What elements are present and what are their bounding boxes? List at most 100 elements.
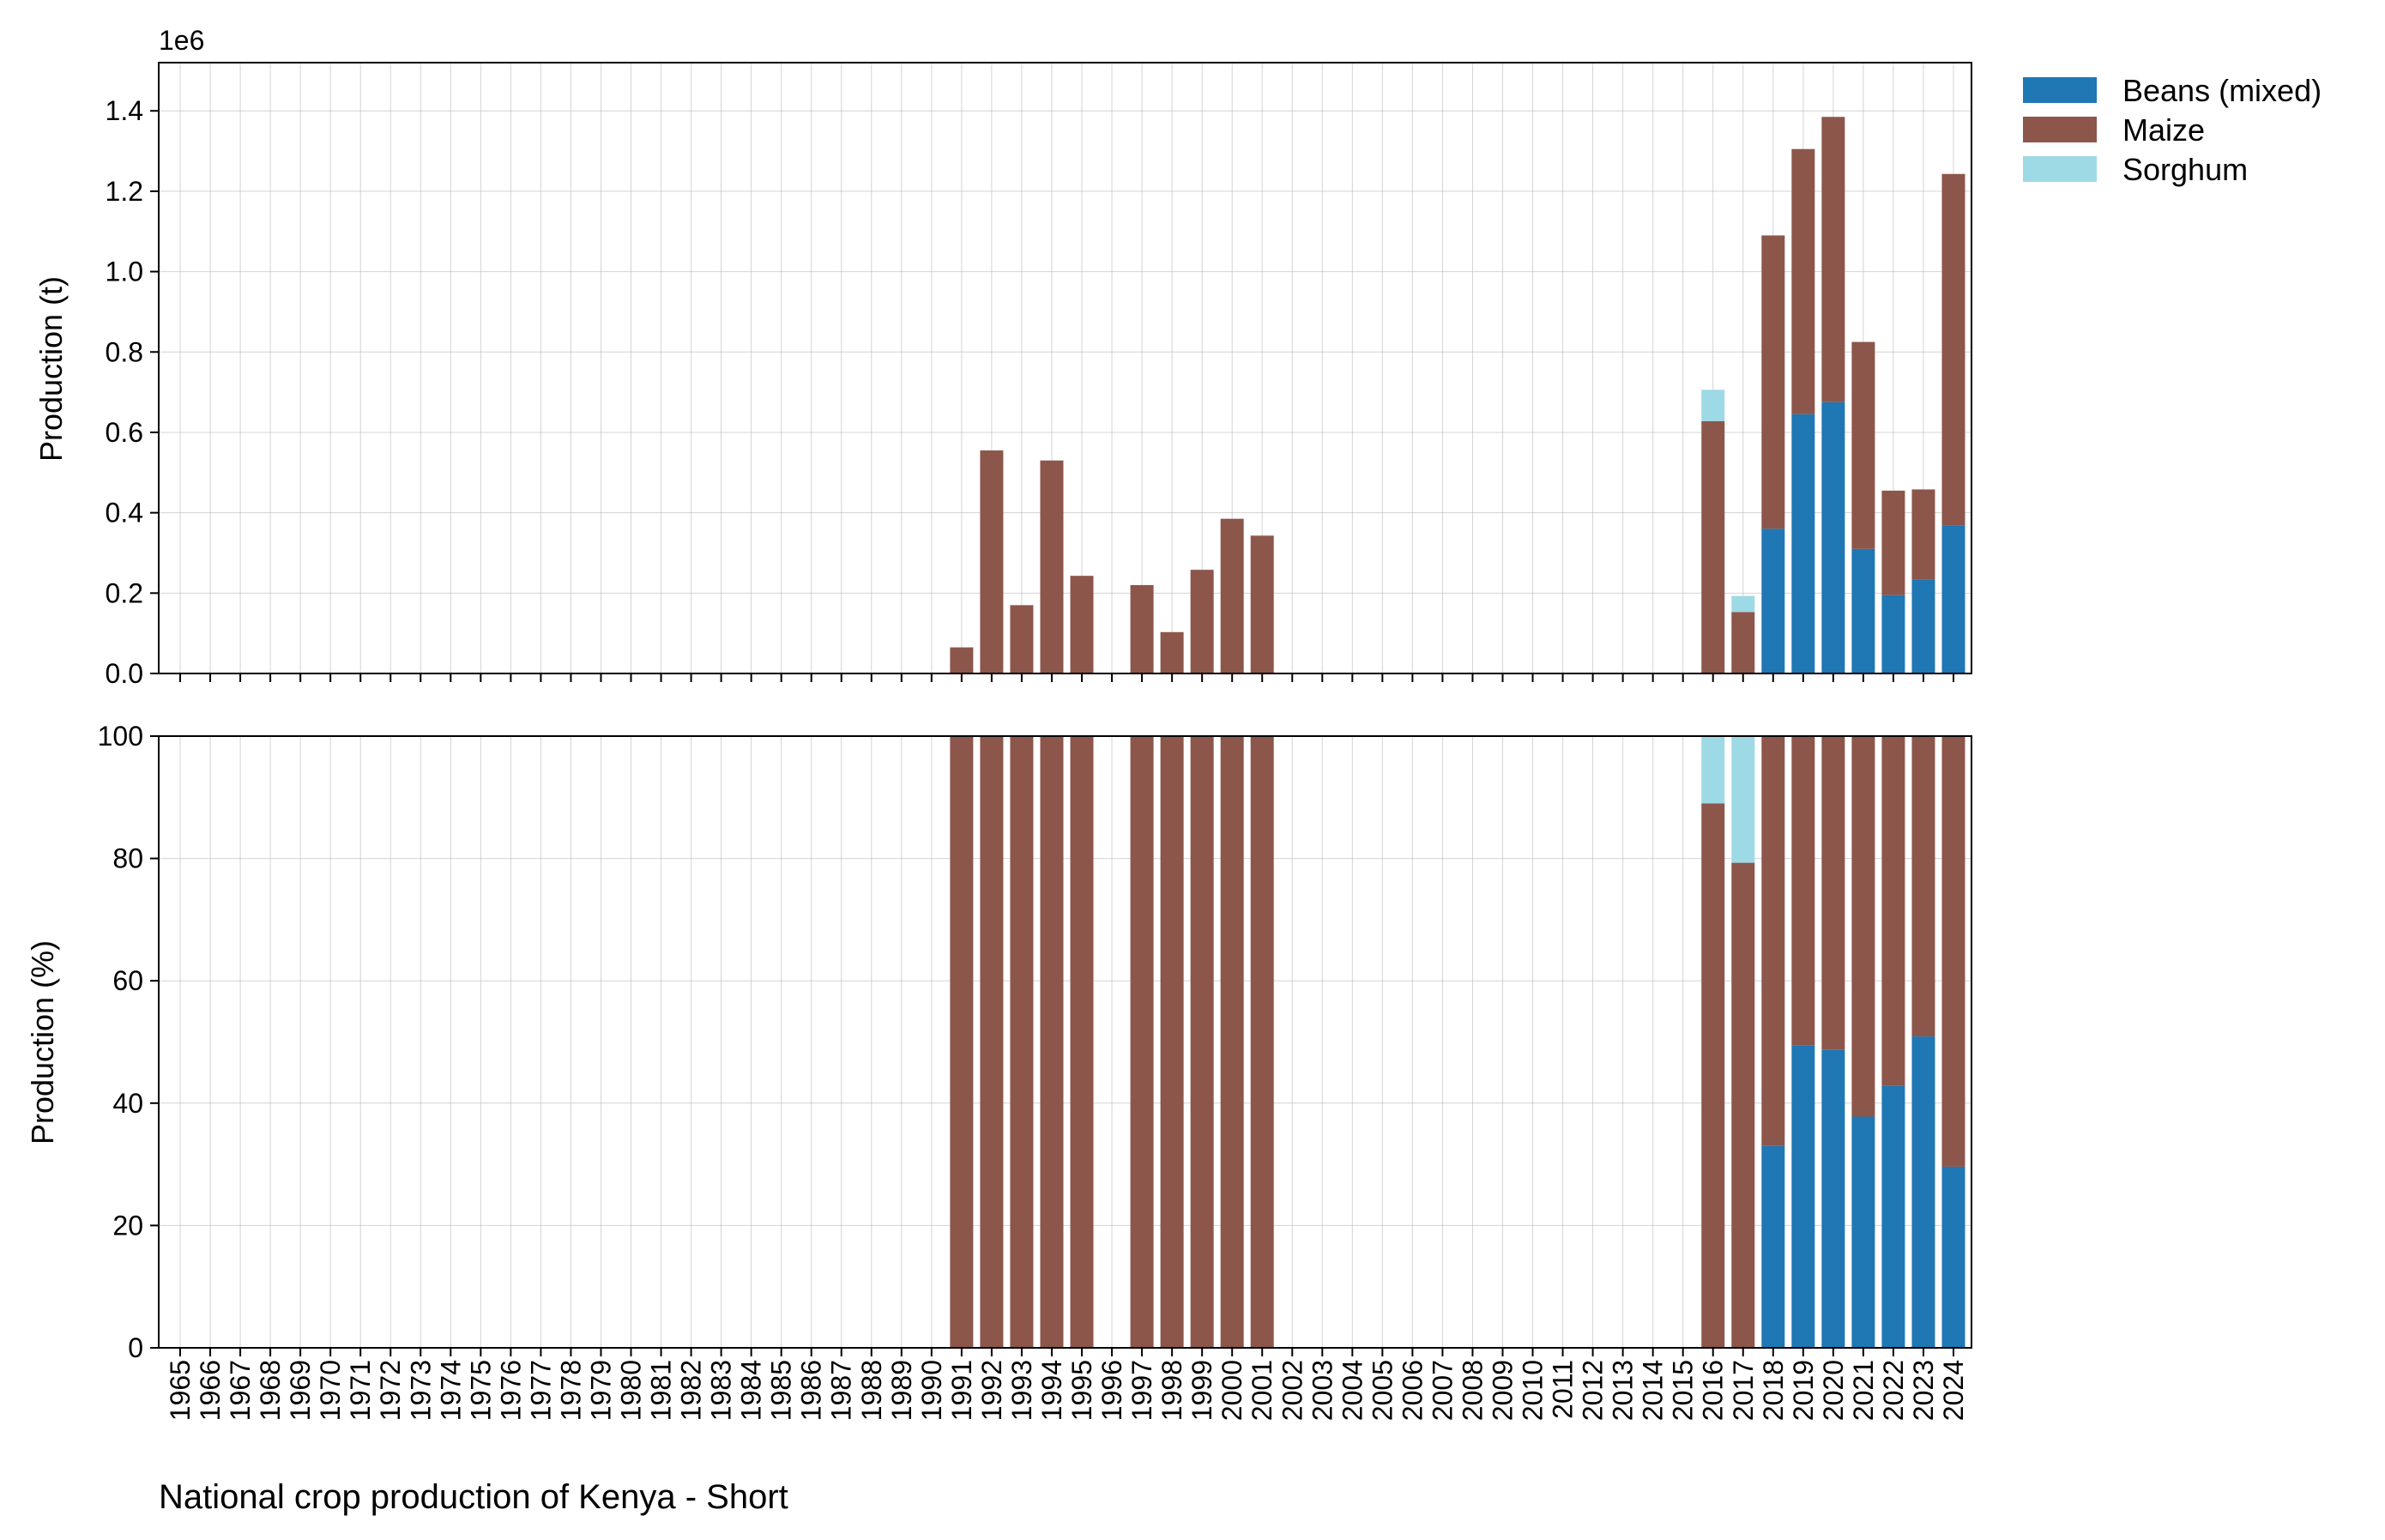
bottom-y-ticks: 0 20 40 60 80 100 [98, 721, 159, 1363]
top-bar-maize-1994 [1040, 460, 1064, 673]
bottom-bar-beans-mixed-2021 [1851, 1116, 1875, 1348]
x-tick-label: 2001 [1247, 1360, 1277, 1421]
top-bar-maize-2024 [1941, 173, 1965, 526]
bottom-bar-maize-2024 [1941, 736, 1965, 1167]
bottom-y-tick-label: 60 [112, 965, 143, 996]
y-scale-label: 1e6 [159, 25, 204, 56]
bottom-bar-sorghum-2017 [1731, 736, 1755, 863]
x-tick-label: 1983 [706, 1360, 737, 1421]
x-tick-label: 1995 [1066, 1360, 1097, 1421]
bottom-bar-maize-2021 [1851, 736, 1875, 1117]
top-bar-maize-1997 [1130, 584, 1154, 673]
x-tick-label: 1988 [856, 1360, 887, 1421]
top-bar-beans-mixed-2024 [1941, 525, 1965, 673]
top-bar-maize-1992 [980, 450, 1004, 673]
top-bar-maize-2021 [1851, 341, 1875, 549]
bottom-bar-maize-1991 [950, 736, 974, 1348]
chart-caption: National crop production of Kenya - Shor… [159, 1478, 788, 1516]
x-tick-label: 1997 [1126, 1360, 1157, 1421]
x-tick-label: 1970 [315, 1360, 346, 1421]
bottom-bar-maize-2023 [1911, 736, 1935, 1037]
x-tick-label: 1968 [255, 1360, 286, 1421]
top-bar-beans-mixed-2022 [1881, 595, 1905, 673]
x-tick-label: 1999 [1186, 1360, 1217, 1421]
x-tick-label: 1982 [676, 1360, 707, 1421]
bottom-bar-maize-1992 [980, 736, 1004, 1348]
top-y-tick-label: 0.4 [106, 498, 143, 528]
x-tick-label: 1974 [435, 1360, 466, 1421]
x-tick-label: 2004 [1337, 1360, 1368, 1421]
bottom-bar-maize-2019 [1791, 736, 1815, 1046]
top-y-ticks: 0.0 0.2 0.4 0.6 0.8 1.0 1.2 1.4 [106, 95, 159, 689]
x-tick-label: 1993 [1006, 1360, 1037, 1421]
top-bars [950, 117, 1965, 673]
x-tick-label: 1973 [405, 1360, 436, 1421]
bottom-bar-maize-1999 [1190, 736, 1214, 1348]
top-bar-maize-2020 [1821, 117, 1845, 402]
x-tick-label: 2024 [1938, 1360, 1969, 1421]
x-tick-label: 1986 [796, 1360, 827, 1421]
x-tick-label: 2011 [1548, 1360, 1579, 1419]
x-tick-label: 1975 [465, 1360, 496, 1421]
legend-label-sorghum: Sorghum [2122, 152, 2248, 187]
x-tick-label: 1971 [345, 1360, 376, 1421]
top-bar-maize-2018 [1761, 235, 1785, 529]
x-tick-label: 2016 [1698, 1360, 1729, 1421]
bottom-y-tick-label: 100 [98, 721, 143, 752]
top-y-tick-label: 0.8 [106, 336, 143, 367]
x-tick-label: 2007 [1427, 1360, 1458, 1421]
bottom-bar-maize-2020 [1821, 736, 1845, 1050]
bottom-bar-maize-2016 [1701, 803, 1725, 1348]
legend: Beans (mixed) Maize Sorghum [2023, 73, 2322, 187]
x-ticks: 1965 1966 1967 1968 1969 1970 1971 1972 1973 1974… [165, 673, 1969, 1421]
bottom-bar-beans-mixed-2018 [1761, 1145, 1785, 1348]
x-tick-label: 1987 [826, 1360, 857, 1421]
bottom-bar-beans-mixed-2020 [1821, 1049, 1845, 1348]
x-tick-label: 2012 [1578, 1360, 1609, 1421]
x-tick-label: 2023 [1908, 1360, 1939, 1421]
legend-swatch-beans [2023, 77, 2097, 103]
bottom-y-tick-label: 80 [112, 843, 143, 874]
top-bar-maize-2000 [1220, 518, 1244, 673]
bottom-y-axis-title: Production (%) [25, 940, 60, 1144]
x-tick-label: 2014 [1638, 1360, 1669, 1421]
top-bar-maize-2019 [1791, 148, 1815, 414]
x-tick-label: 2002 [1277, 1360, 1307, 1421]
top-y-tick-label: 1.2 [106, 176, 143, 207]
bottom-bar-maize-2018 [1761, 736, 1785, 1146]
top-bar-beans-mixed-2023 [1911, 579, 1935, 673]
x-tick-label: 2010 [1518, 1360, 1549, 1421]
x-tick-label: 1978 [555, 1360, 586, 1421]
x-tick-label: 2020 [1818, 1360, 1849, 1421]
x-tick-label: 1994 [1036, 1360, 1067, 1421]
top-axes-frame [158, 62, 1972, 674]
bottom-bars [950, 736, 1965, 1348]
x-tick-label: 1989 [886, 1360, 917, 1421]
bottom-bar-beans-mixed-2023 [1911, 1036, 1935, 1348]
bottom-bar-sorghum-2016 [1701, 736, 1725, 804]
x-tick-label: 2006 [1397, 1360, 1428, 1421]
x-tick-label: 1965 [165, 1360, 196, 1421]
bottom-grid [159, 735, 1971, 1349]
top-bar-maize-2022 [1881, 490, 1905, 595]
top-bar-maize-1999 [1190, 570, 1214, 673]
bottom-bar-maize-1995 [1070, 736, 1094, 1348]
bottom-bar-maize-1994 [1040, 736, 1064, 1348]
top-y-tick-label: 0.6 [106, 417, 143, 448]
bottom-bar-maize-2000 [1220, 736, 1244, 1348]
absolute-production-panel: 0.0 0.2 0.4 0.6 0.8 1.0 1.2 1.4 1e6 Production … [33, 25, 1972, 689]
top-bar-maize-2016 [1701, 420, 1725, 673]
legend-label-maize: Maize [2122, 112, 2205, 148]
top-bar-maize-1993 [1010, 605, 1034, 673]
top-bar-beans-mixed-2021 [1851, 548, 1875, 673]
top-bar-maize-2001 [1250, 535, 1274, 673]
top-bar-maize-2023 [1911, 489, 1935, 580]
x-tick-label: 1977 [525, 1360, 556, 1421]
x-tick-label: 2003 [1307, 1360, 1337, 1421]
x-tick-label: 1972 [375, 1360, 406, 1421]
top-grid [159, 63, 1971, 674]
top-bar-maize-1998 [1160, 631, 1184, 673]
x-tick-label: 1981 [646, 1360, 677, 1421]
x-tick-label: 1992 [976, 1360, 1007, 1421]
